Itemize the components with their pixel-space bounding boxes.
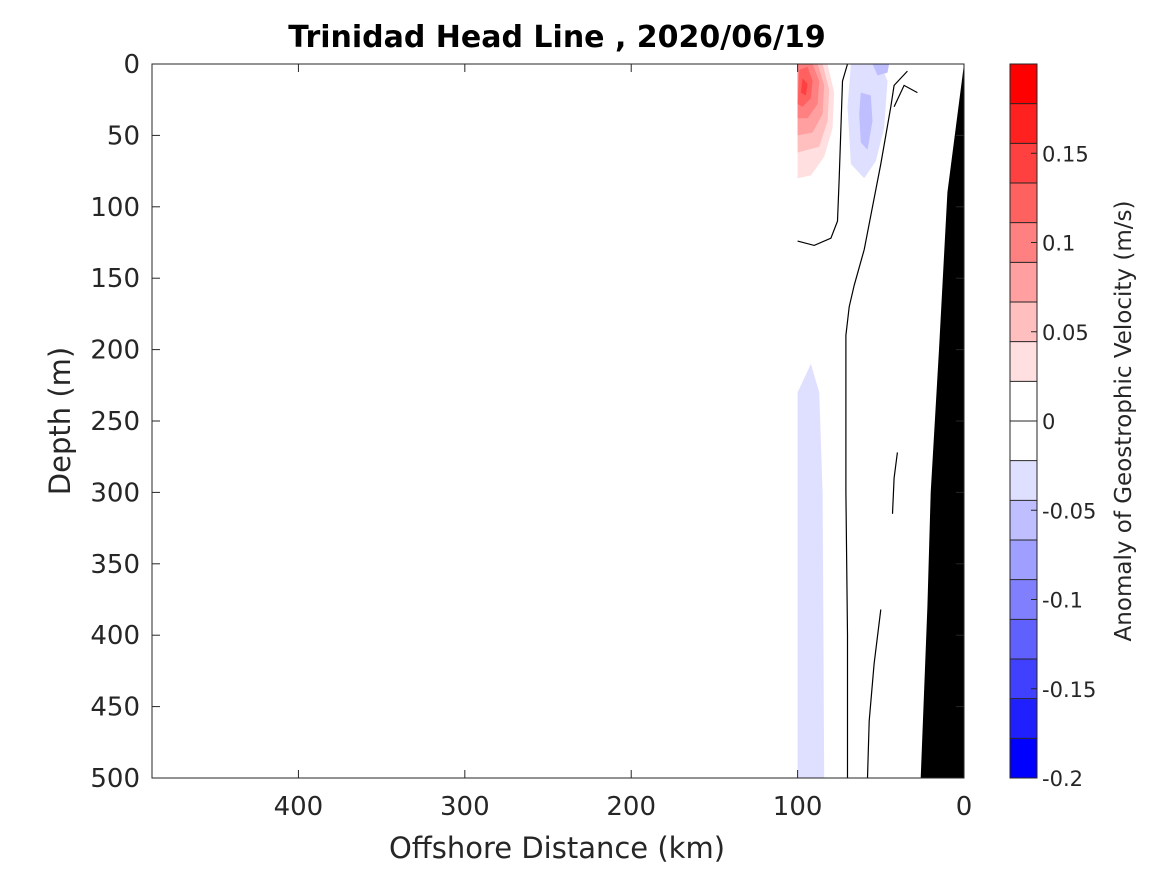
y-tick-label: 50 xyxy=(107,121,140,151)
colorbar-label: Anomaly of Geostrophic Velocity (m/s) xyxy=(1111,201,1137,642)
zero-contour-lines xyxy=(797,63,918,779)
colorbar-bin-16 xyxy=(1010,103,1037,144)
x-axis: 400 300 200 100 0 xyxy=(274,64,973,822)
y-tick-label: 150 xyxy=(90,264,140,294)
zero-contour-4 xyxy=(866,609,882,779)
plot-background xyxy=(152,64,964,778)
plot-area xyxy=(152,64,964,778)
zero-contour-3 xyxy=(891,452,898,514)
y-tick-label: 200 xyxy=(90,336,140,366)
colorbar-bin-15 xyxy=(1010,143,1037,184)
colorbar-bin-9 xyxy=(1010,381,1037,422)
colorbar-bin-2 xyxy=(1010,659,1037,700)
x-axis-label: Offshore Distance (km) xyxy=(389,831,725,865)
colorbar-bin-7 xyxy=(1010,460,1037,501)
y-axis: 0 50 100 150 200 250 300 350 400 450 500 xyxy=(90,50,964,794)
colorbar-bin-6 xyxy=(1010,500,1037,541)
colorbar-tick-label: 0.1 xyxy=(1042,232,1075,256)
positive-anomaly-region-7 xyxy=(900,114,918,153)
y-tick-label: 250 xyxy=(90,407,140,437)
colorbar-bin-8 xyxy=(1010,421,1037,462)
x-tick-label: 0 xyxy=(956,792,973,822)
colorbar-bin-17 xyxy=(1010,64,1037,105)
y-tick-label: 350 xyxy=(90,550,140,580)
chart-title: Trinidad Head Line , 2020/06/19 xyxy=(288,20,825,55)
colorbar-bin-0 xyxy=(1010,738,1037,779)
colorbar-tick-label: 0 xyxy=(1042,410,1055,434)
colorbar-tick-label: -0.2 xyxy=(1042,767,1083,791)
y-tick-label: 300 xyxy=(90,478,140,508)
colorbar-tick-label: -0.05 xyxy=(1042,499,1096,523)
colorbar-tick-label: -0.1 xyxy=(1042,589,1083,613)
colorbar-bin-3 xyxy=(1010,619,1037,660)
negative-anomaly-region-11 xyxy=(797,363,825,778)
bathymetry-shelf xyxy=(920,64,964,778)
zero-contour-2 xyxy=(893,84,918,108)
x-tick-label: 200 xyxy=(606,792,656,822)
colorbar-bin-12 xyxy=(1010,262,1037,303)
negative-anomaly-region-9 xyxy=(859,92,873,150)
negative-anomaly-region-10 xyxy=(872,64,890,76)
colorbar-bin-11 xyxy=(1010,302,1037,343)
y-tick-label: 500 xyxy=(90,764,140,794)
y-tick-label: 0 xyxy=(123,50,140,80)
y-axis-label: Depth (m) xyxy=(43,347,77,495)
y-tick-label: 450 xyxy=(90,693,140,723)
colorbar-tick-label: 0.15 xyxy=(1042,142,1089,166)
x-tick-label: 100 xyxy=(773,792,823,822)
colorbar-bin-10 xyxy=(1010,341,1037,382)
colorbar-tick-label: -0.15 xyxy=(1042,678,1096,702)
zero-contour-1 xyxy=(845,70,908,778)
x-tick-label: 300 xyxy=(440,792,490,822)
colorbar-bin-5 xyxy=(1010,540,1037,581)
y-tick-label: 100 xyxy=(90,193,140,223)
x-tick-label: 400 xyxy=(274,792,324,822)
colorbar-bin-14 xyxy=(1010,183,1037,224)
colorbar-tick-label: 0.05 xyxy=(1042,321,1089,345)
y-tick-label: 400 xyxy=(90,621,140,651)
colorbar-ticks: -0.2 -0.15 -0.1 -0.05 0 0.05 0.1 0.15 xyxy=(1031,142,1096,791)
positive-anomaly-region-6 xyxy=(800,78,808,96)
colorbar-bin-1 xyxy=(1010,698,1037,739)
zero-contour-0 xyxy=(797,63,849,247)
